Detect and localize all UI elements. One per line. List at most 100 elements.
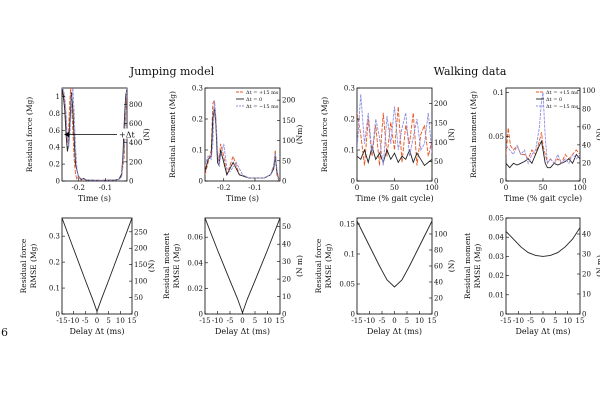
y-axis-label: Residual moment (Mg) bbox=[469, 91, 478, 178]
y2-axis-label: (Nm) bbox=[295, 125, 304, 145]
y-tick-label: 0.1 bbox=[344, 251, 355, 259]
y2-tick-label: 30 bbox=[282, 258, 291, 266]
y-tick-label: 0.2 bbox=[192, 116, 203, 124]
legend-label-zero: Δt = 0 bbox=[246, 97, 262, 103]
y-tick-label: 0.8 bbox=[49, 110, 60, 118]
series-line-minus bbox=[205, 100, 280, 181]
y2-tick-label: 400 bbox=[129, 139, 142, 147]
series-line-minus bbox=[62, 88, 127, 181]
series-line-plus bbox=[357, 106, 432, 166]
y2-tick-label: 80 bbox=[582, 105, 591, 113]
chart-rmse-jump-force: -15 -10 -5 0 5 10 1500.10.20.3050100150200250D… bbox=[19, 217, 156, 336]
x-tick-label: 15 bbox=[428, 317, 437, 325]
y-tick-label: 0.01 bbox=[488, 291, 504, 299]
annotation-label: +Δt bbox=[119, 131, 135, 140]
x-tick-label: 10 bbox=[116, 317, 125, 325]
legend-label-zero: Δt = 0 bbox=[546, 97, 562, 103]
y2-tick-label: 800 bbox=[129, 101, 142, 109]
x-tick-label: -10 bbox=[364, 317, 375, 325]
x-tick-label: 5 bbox=[253, 317, 257, 325]
plot-frame bbox=[204, 217, 281, 315]
y2-tick-label: 50 bbox=[282, 223, 291, 231]
y2-axis-label: (N) bbox=[447, 260, 456, 272]
y2-tick-label: 80 bbox=[434, 247, 443, 255]
x-tick-label: 0 bbox=[541, 317, 545, 325]
y-tick-label: 0.05 bbox=[488, 215, 504, 223]
y-tick-label: 0 bbox=[500, 311, 504, 319]
y-axis-label: Residual force bbox=[314, 238, 323, 293]
y2-tick-label: 60 bbox=[582, 123, 591, 131]
legend-label-plus: Δt = +15 ms bbox=[246, 90, 279, 96]
y-tick-label: 0.1 bbox=[344, 147, 355, 155]
x-tick-label: 10 bbox=[263, 317, 272, 325]
x-tick-label: 15 bbox=[576, 317, 585, 325]
chart-rmse-walk-force: -15 -10 -5 0 5 10 1500.050.10.15020406080100De… bbox=[314, 217, 456, 336]
y-tick-label: 0 bbox=[351, 178, 355, 186]
x-tick-label: 100 bbox=[425, 184, 438, 192]
x-tick-label: -10 bbox=[68, 317, 79, 325]
y2-tick-label: 10 bbox=[282, 293, 291, 301]
y-axis-label: Residual moment bbox=[463, 233, 472, 299]
y2-tick-label: 200 bbox=[434, 100, 447, 108]
y-tick-label: 0.05 bbox=[488, 133, 504, 141]
charts-group: -0.2 -0.100.20.40.60.810200400600800Time … bbox=[19, 85, 600, 337]
y2-tick-label: 150 bbox=[282, 117, 295, 125]
x-tick-label: 15 bbox=[276, 317, 285, 325]
x-tick-label: -0.2 bbox=[72, 184, 86, 192]
y2-tick-label: 40 bbox=[582, 141, 591, 149]
series-line-zero bbox=[205, 218, 280, 314]
y2-tick-label: 20 bbox=[434, 295, 443, 303]
y2-tick-label: 0 bbox=[282, 178, 286, 186]
y-tick-label: 0.1 bbox=[49, 285, 60, 293]
y-axis-label: RMSE (Mg) bbox=[172, 244, 181, 289]
y2-axis-label: (N) bbox=[147, 260, 156, 272]
x-axis-label: Time (s) bbox=[78, 194, 111, 203]
x-tick-label: -15 bbox=[56, 317, 67, 325]
x-tick-label: 100 bbox=[573, 184, 586, 192]
y2-tick-label: 0 bbox=[582, 178, 586, 186]
x-axis-label: Delay Δt (ms) bbox=[215, 327, 270, 336]
x-tick-label: 5 bbox=[553, 317, 557, 325]
x-tick-label: 50 bbox=[390, 184, 399, 192]
x-axis-label: Delay Δt (ms) bbox=[367, 327, 422, 336]
page-marker: 6 bbox=[1, 326, 8, 339]
y-tick-label: 0 bbox=[199, 178, 203, 186]
y2-tick-label: 100 bbox=[134, 278, 147, 286]
x-tick-label: 0 bbox=[240, 317, 244, 325]
y-tick-label: 0.2 bbox=[49, 259, 60, 267]
chart-rmse-jump-moment: -15 -10 -5 0 5 10 1500.020.040.0601020304050De… bbox=[162, 217, 304, 336]
x-tick-label: 0 bbox=[95, 317, 99, 325]
y2-tick-label: 0 bbox=[582, 311, 586, 319]
y2-tick-label: 100 bbox=[282, 137, 295, 145]
y2-tick-label: 20 bbox=[282, 276, 291, 284]
y-axis-label: Residual force (Mg) bbox=[320, 97, 329, 173]
y2-tick-label: 100 bbox=[582, 87, 595, 95]
series-line-zero bbox=[506, 227, 580, 257]
x-tick-label: 10 bbox=[415, 317, 424, 325]
chart-jump-moment: -0.2 -0.1 0 0.1 0.2 0.3 0 50 100 150 200 Time (s) Re… bbox=[168, 85, 304, 204]
y-tick-label: 0.02 bbox=[187, 285, 203, 293]
x-tick-label: -5 bbox=[379, 317, 386, 325]
y2-axis-label: (N) bbox=[447, 128, 456, 140]
y-tick-label: 0 bbox=[56, 311, 60, 319]
y2-tick-label: 0 bbox=[434, 311, 438, 319]
x-axis-label: Time (% gait cycle) bbox=[504, 194, 582, 203]
y-tick-label: 0.2 bbox=[344, 116, 355, 124]
y2-tick-label: 200 bbox=[134, 245, 147, 253]
y2-tick-label: 40 bbox=[582, 231, 591, 239]
x-tick-label: 5 bbox=[106, 317, 110, 325]
y2-tick-label: 100 bbox=[434, 139, 447, 147]
y2-tick-label: 0 bbox=[434, 178, 438, 186]
y2-tick-label: 50 bbox=[434, 158, 443, 166]
section-title-walking: Walking data bbox=[434, 65, 507, 78]
y2-tick-label: 100 bbox=[434, 231, 447, 239]
x-tick-label: -0.1 bbox=[248, 184, 262, 192]
y2-tick-label: 600 bbox=[129, 120, 142, 128]
y-tick-label: 0.02 bbox=[488, 272, 504, 280]
x-tick-label: -0.2 bbox=[217, 184, 231, 192]
y2-tick-label: 40 bbox=[282, 241, 291, 249]
plot-frame bbox=[505, 87, 581, 182]
